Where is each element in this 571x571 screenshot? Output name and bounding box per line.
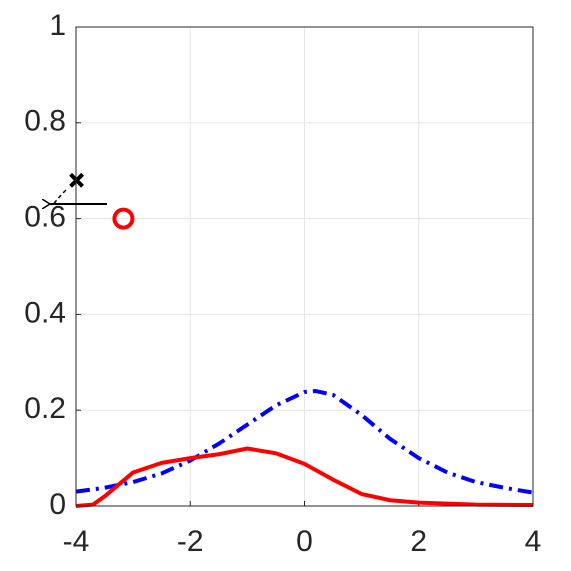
y-tick-label: 0	[49, 488, 66, 521]
y-tick-label: 0.8	[24, 105, 66, 138]
x-tick-label: 0	[296, 525, 313, 558]
x-tick-label: -4	[63, 525, 90, 558]
y-tick-label: 1	[49, 9, 66, 42]
y-tick-label: 0.4	[24, 296, 66, 329]
plot	[69, 172, 534, 508]
grid	[75, 26, 534, 507]
y-tick-label: 0.6	[24, 201, 66, 234]
marker-x	[69, 172, 84, 188]
series-line	[75, 446, 534, 508]
x-tick-label: 4	[525, 525, 542, 558]
axes-box	[75, 26, 534, 507]
x-tick-label: -2	[177, 525, 204, 558]
y-tick-label: 0.2	[24, 392, 66, 425]
arrow-curve	[51, 189, 67, 207]
x-tick-label: 2	[410, 525, 427, 558]
marker-circle	[112, 207, 135, 230]
